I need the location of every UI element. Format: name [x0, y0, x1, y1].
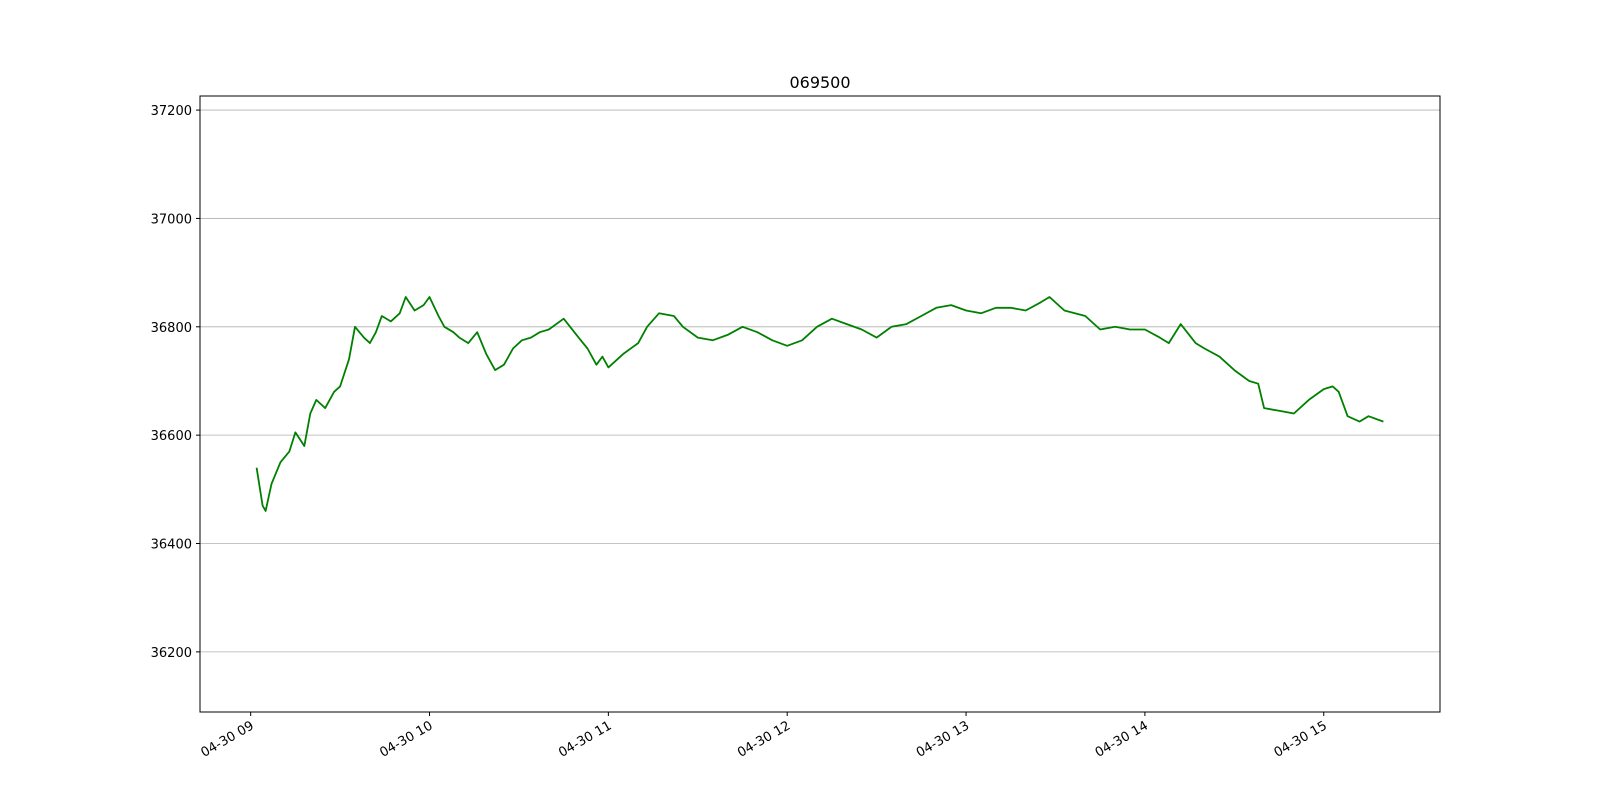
y-tick-label: 36200	[151, 646, 192, 661]
x-tick-label: 04-30 15	[1272, 718, 1330, 760]
x-tick-label: 04-30 12	[735, 718, 793, 760]
price-line	[255, 296, 1384, 512]
x-tick-label: 04-30 09	[199, 718, 257, 760]
x-tick-label: 04-30 14	[1093, 718, 1151, 760]
y-tick-label: 36400	[151, 538, 192, 553]
x-tick-label: 04-30 10	[377, 718, 435, 760]
y-tick-label: 36800	[151, 321, 192, 336]
y-tick-label: 37200	[151, 104, 192, 119]
x-tick-label: 04-30 13	[914, 718, 972, 760]
chart-title: 069500	[789, 73, 850, 92]
y-tick-label: 37000	[151, 212, 192, 227]
plot-frame	[199, 95, 1441, 713]
y-tick-label: 36600	[151, 429, 192, 444]
x-tick-label: 04-30 11	[556, 718, 614, 760]
